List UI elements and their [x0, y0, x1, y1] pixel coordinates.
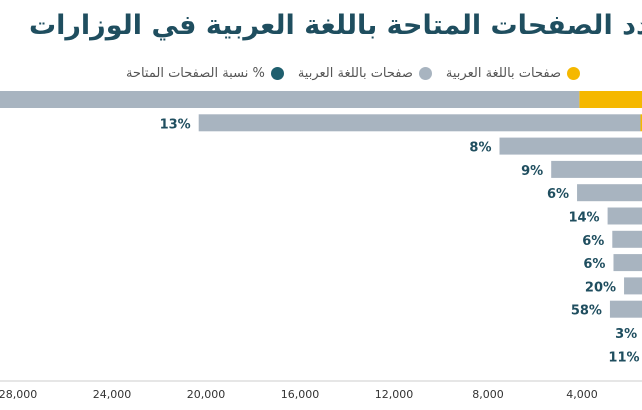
bar-gray-0[interactable] — [0, 91, 580, 108]
bar-yellow-1[interactable] — [640, 114, 642, 132]
legend-label: صفحات باللغة العربية — [297, 66, 413, 81]
percent-label-4: 6% — [547, 187, 569, 202]
bar-yellow-0[interactable] — [579, 91, 642, 108]
legend-label: % نسبة الصفحات المتاحة — [125, 66, 265, 81]
percent-label-9: 58% — [571, 304, 602, 319]
legend-item-arabic-yellow[interactable]: صفحات باللغة العربية — [446, 66, 580, 81]
percent-label-10: 3% — [615, 327, 637, 342]
percent-label-11: 11% — [608, 350, 639, 365]
bar-gray-5[interactable] — [607, 207, 642, 225]
x-tick-label-0: 28,000 — [0, 388, 37, 401]
percent-label-2: 8% — [469, 141, 491, 156]
x-tick-label-3: 16,000 — [281, 388, 320, 401]
legend-item-arabic-gray[interactable]: صفحات باللغة العربية — [298, 66, 432, 81]
legend-item-percent[interactable]: % نسبة الصفحات المتاحة — [126, 66, 284, 81]
percent-label-6: 6% — [582, 234, 604, 249]
bar-gray-3[interactable] — [551, 160, 642, 178]
percent-label-3: 9% — [521, 164, 543, 179]
bar-gray-1[interactable] — [198, 114, 641, 132]
x-tick-label-4: 12,000 — [375, 388, 414, 401]
legend-swatch-gray — [418, 67, 432, 80]
bar-gray-2[interactable] — [499, 137, 642, 155]
legend-swatch-yellow — [567, 67, 580, 80]
percent-label-5: 14% — [568, 211, 599, 226]
bar-gray-6[interactable] — [612, 230, 642, 248]
percent-label-1: 13% — [160, 117, 191, 132]
percent-label-7: 6% — [583, 257, 605, 272]
bar-gray-8[interactable] — [624, 277, 642, 295]
x-tick-label-5: 8,000 — [472, 388, 504, 401]
x-tick-label-1: 24,000 — [93, 388, 132, 401]
bar-gray-7[interactable] — [613, 254, 642, 272]
chart-legend: صفحات باللغة العربية صفحات باللغة العربي… — [126, 66, 580, 81]
percent-label-8: 20% — [585, 280, 616, 295]
legend-swatch-teal — [270, 67, 284, 80]
bar-gray-9[interactable] — [609, 300, 642, 318]
x-tick-label-6: 4,000 — [566, 388, 598, 401]
legend-label: صفحات باللغة العربية — [445, 66, 561, 81]
x-tick-label-2: 20,000 — [187, 388, 226, 401]
chart-title: عدد الصفحات المتاحة باللغة العربية في ال… — [29, 10, 642, 41]
bar-gray-4[interactable] — [577, 184, 642, 202]
